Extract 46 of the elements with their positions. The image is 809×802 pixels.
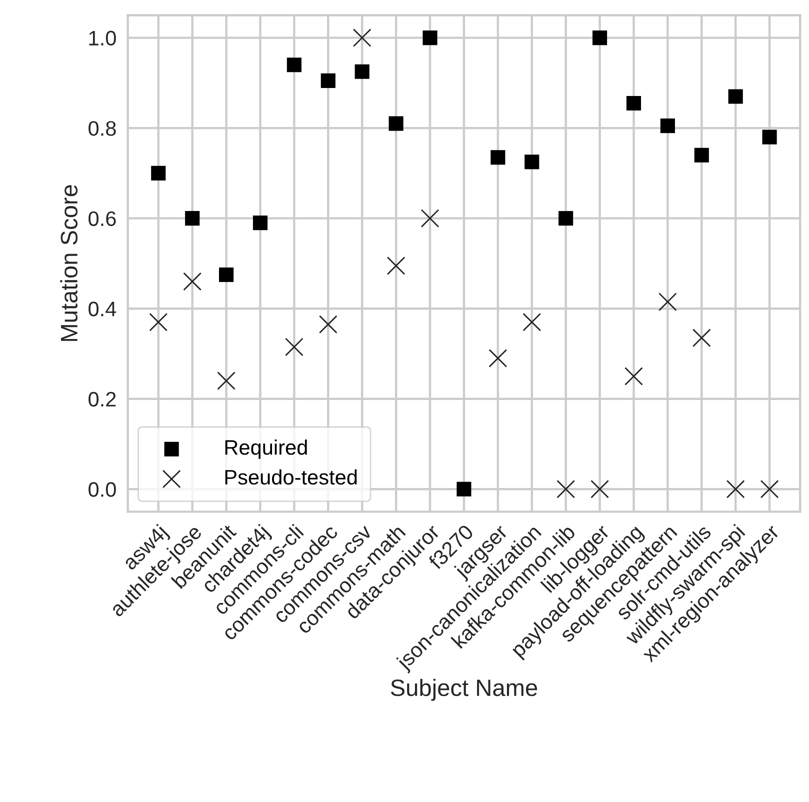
point: [386, 256, 406, 275]
y-tick-label: 0.8: [88, 121, 116, 136]
point: [149, 312, 168, 332]
point: [219, 267, 234, 282]
point: [252, 216, 268, 230]
point: [284, 338, 304, 356]
point: [217, 372, 236, 390]
point: [151, 166, 166, 180]
point: [694, 148, 709, 162]
point: [422, 30, 438, 46]
point: [320, 73, 336, 88]
point: [488, 349, 508, 368]
point: [420, 209, 440, 228]
legend-label: Pseudo-tested: [225, 469, 357, 485]
y-tick-label: 0.4: [88, 302, 116, 316]
point: [658, 292, 677, 312]
y-tick-label: 0.6: [88, 211, 116, 226]
point: [624, 367, 643, 386]
point: [558, 211, 574, 226]
point: [352, 28, 372, 48]
point: [286, 58, 302, 72]
point: [692, 328, 711, 348]
point: [183, 272, 202, 291]
point: [354, 64, 370, 79]
point: [556, 480, 576, 498]
point: [760, 480, 779, 498]
point: [728, 89, 743, 104]
point: [185, 211, 200, 226]
point: [524, 154, 540, 170]
y-axis-title: Mutation Score: [60, 185, 78, 341]
point: [626, 96, 642, 111]
point: [522, 312, 542, 332]
point: [318, 315, 338, 334]
x-axis-title: Subject Name: [390, 678, 538, 701]
legend-label: Required: [225, 440, 307, 459]
point: [456, 482, 472, 496]
point: [592, 30, 608, 46]
y-tick-label: 0.2: [88, 392, 116, 407]
y-tick-label: 1.0: [89, 30, 116, 46]
point: [726, 480, 745, 498]
point: [590, 480, 609, 498]
point: [660, 118, 675, 134]
point: [762, 130, 777, 144]
point: [388, 116, 404, 131]
point: [490, 150, 506, 165]
y-tick-label: 0.0: [88, 482, 116, 497]
